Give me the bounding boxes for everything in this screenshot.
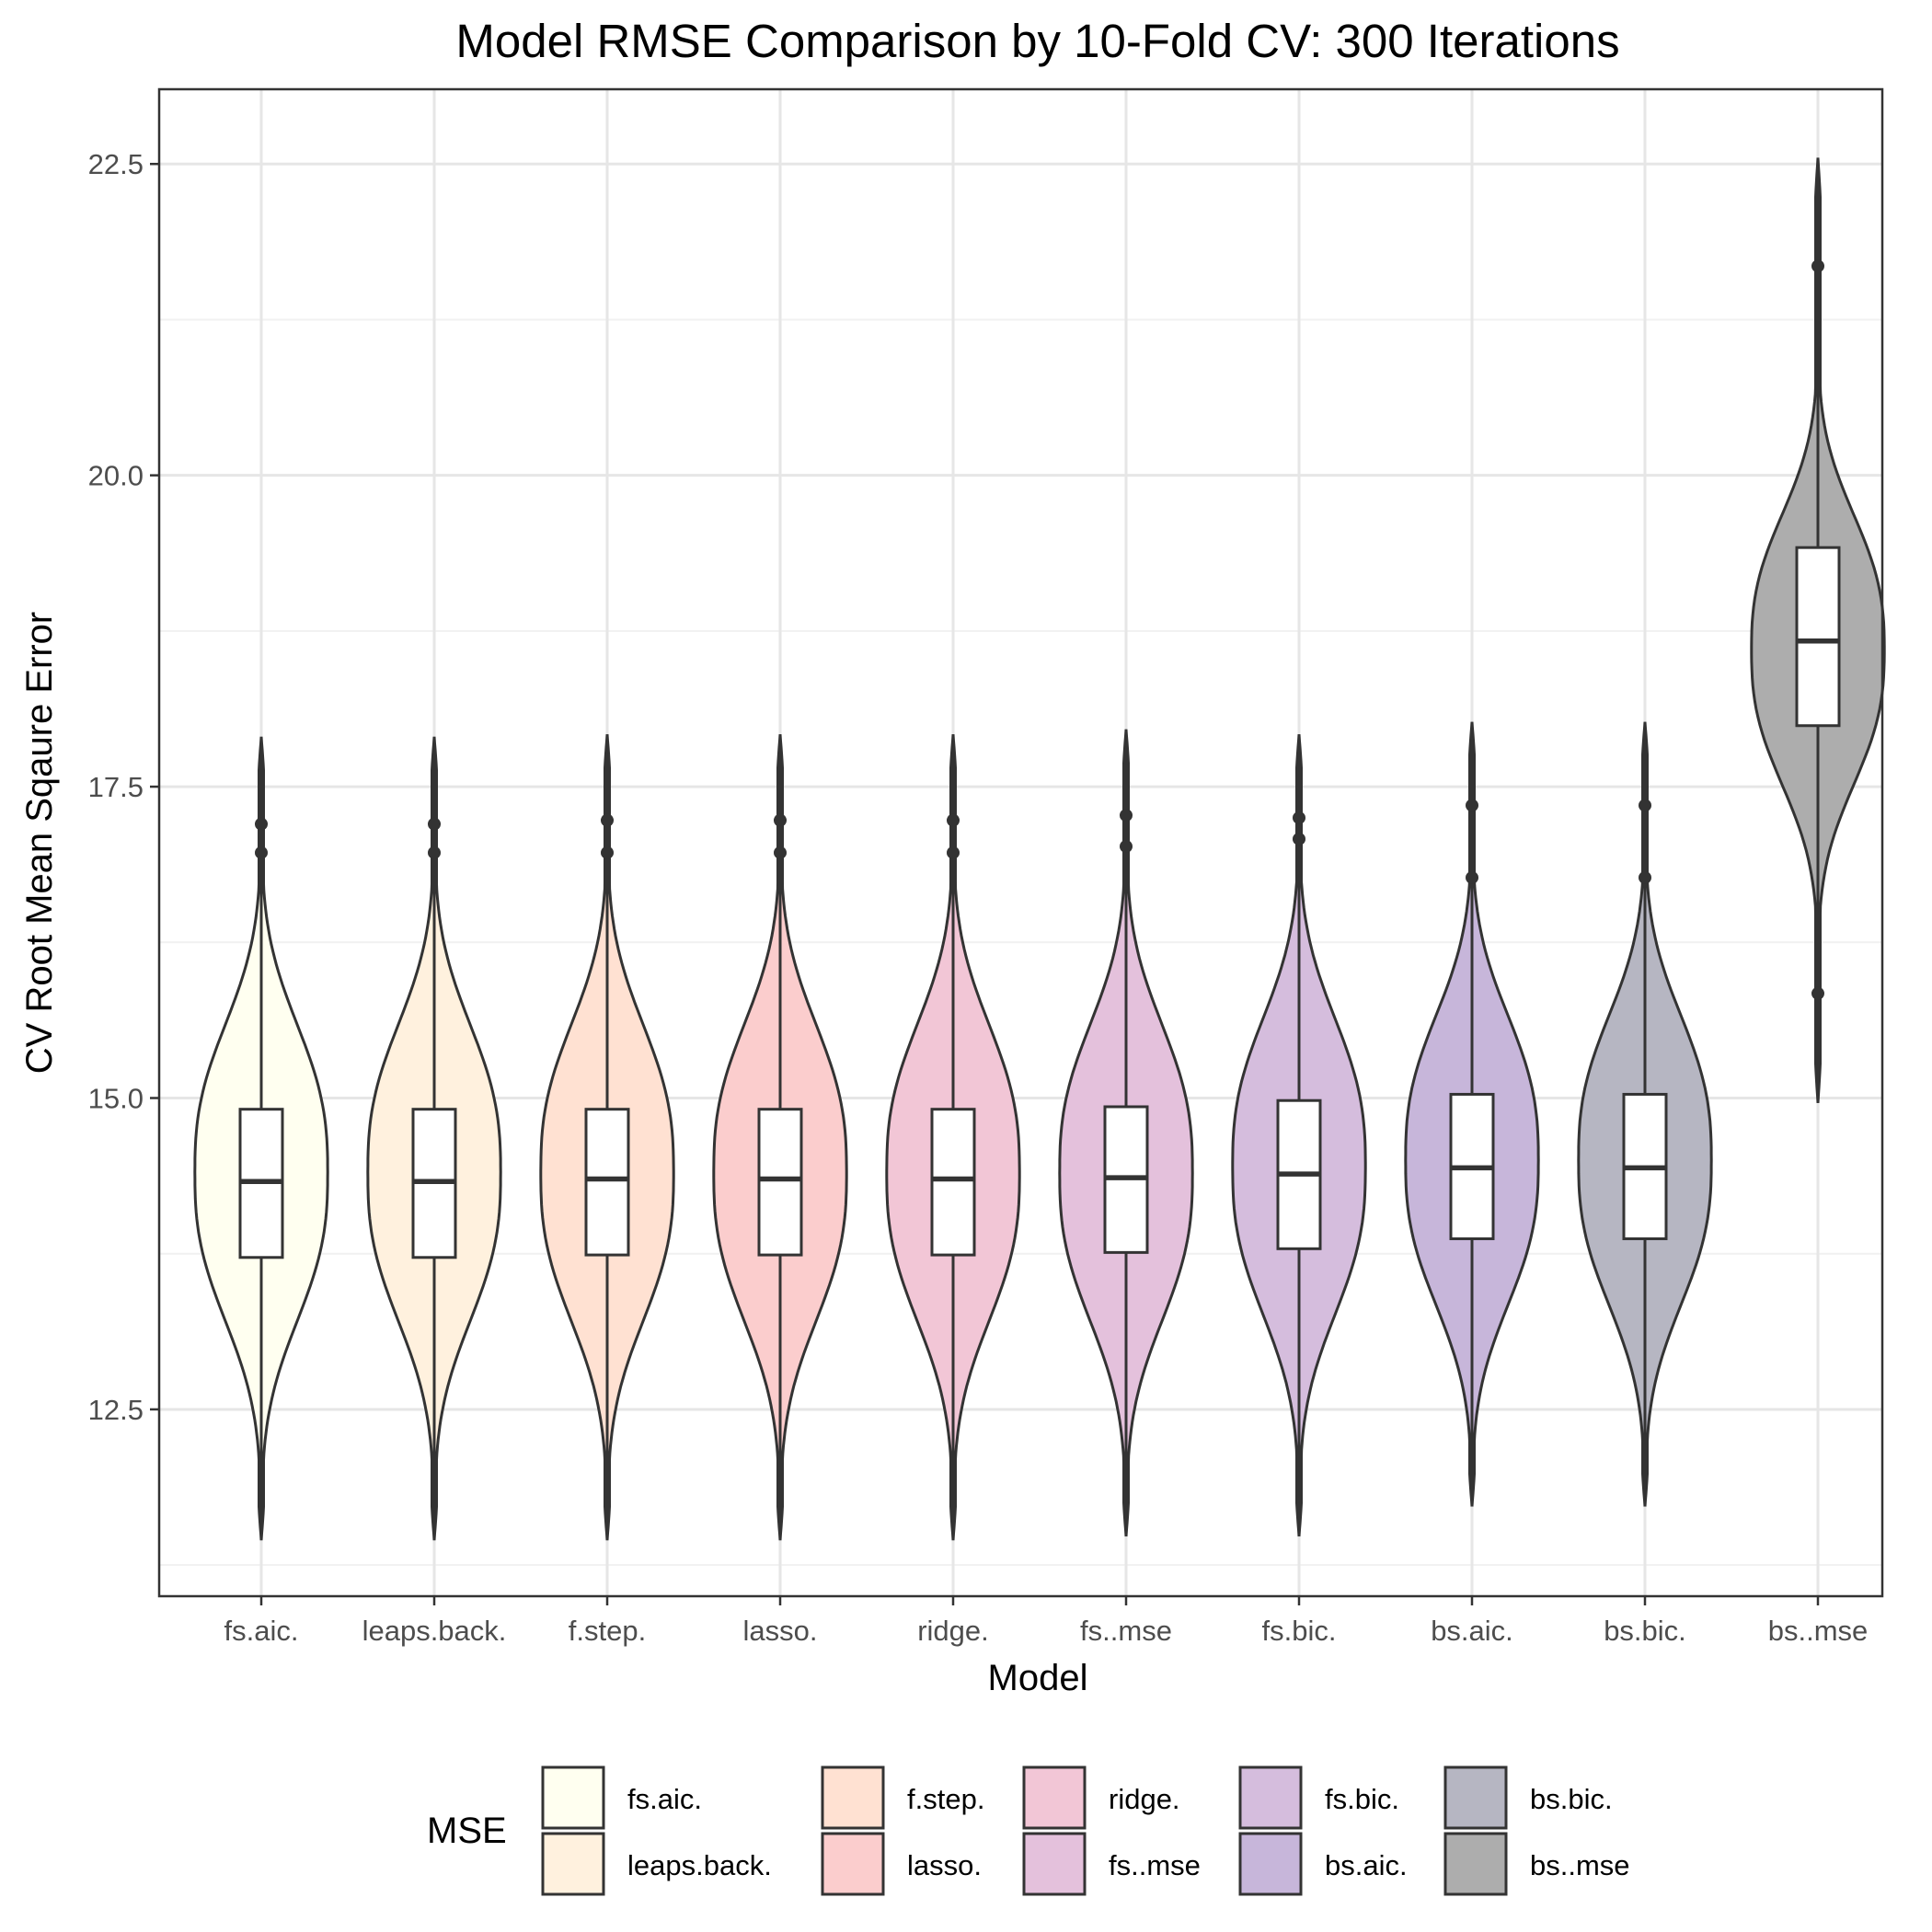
legend-item: ridge. <box>1022 1765 1180 1830</box>
violin-group <box>885 734 1021 1541</box>
outlier-point <box>774 813 787 827</box>
legend-swatch <box>1443 1832 1508 1896</box>
legend-label: ridge. <box>1109 1783 1180 1815</box>
outlier-point <box>1120 840 1133 854</box>
outlier-point <box>428 845 441 859</box>
outlier-point <box>601 845 614 859</box>
violin-group <box>1231 734 1367 1537</box>
outlier-point <box>1811 986 1824 1000</box>
y-tick-label: 22.5 <box>88 148 144 180</box>
legend-item: fs.aic. <box>541 1765 702 1830</box>
violins <box>193 157 1886 1541</box>
outlier-point <box>1120 809 1133 822</box>
x-axis: fs.aic. leaps.back. f.step. lasso. ridge. fs.… <box>224 1596 1869 1647</box>
legend-item: bs.aic. <box>1238 1832 1408 1896</box>
legend-swatch <box>821 1765 885 1830</box>
legend-swatch <box>1022 1765 1087 1830</box>
legend-item: fs..mse <box>1022 1832 1201 1896</box>
legend-swatch <box>1238 1765 1303 1830</box>
violin-group <box>193 736 329 1541</box>
outlier-point <box>1466 870 1478 884</box>
violin-group <box>1750 157 1886 1103</box>
x-tick-label: leaps.back. <box>362 1615 507 1647</box>
violin-group <box>1404 721 1540 1507</box>
outlier-point <box>774 845 787 859</box>
box-iqr <box>584 1108 630 1257</box>
legend-item: bs.bic. <box>1443 1765 1613 1830</box>
legend-swatch <box>1238 1832 1303 1896</box>
outlier-point <box>1293 811 1305 824</box>
legend-label: bs..mse <box>1530 1849 1630 1881</box>
outlier-point <box>1293 832 1305 845</box>
y-tick-label: 17.5 <box>88 771 144 803</box>
legend-swatch <box>1443 1765 1508 1830</box>
legend-label: lasso. <box>907 1849 982 1881</box>
x-tick-label: lasso. <box>743 1615 818 1647</box>
y-axis: 12.5 15.0 17.5 20.0 22.5 <box>88 148 159 1426</box>
x-tick-label: bs.aic. <box>1431 1615 1513 1647</box>
outlier-point <box>947 813 960 827</box>
legend-swatch <box>821 1832 885 1896</box>
outlier-point <box>428 817 441 831</box>
legend: fs.aic. leaps.back. f.step. lasso. ridge. fs.… <box>541 1765 1630 1896</box>
x-tick-label: f.step. <box>569 1615 646 1647</box>
box-iqr <box>930 1108 976 1257</box>
x-axis-title: Model <box>988 1658 1088 1698</box>
plot-panel-border <box>157 87 1884 1598</box>
legend-label: fs.bic. <box>1325 1783 1399 1815</box>
outlier-point <box>601 813 614 827</box>
legend-item: f.step. <box>821 1765 984 1830</box>
legend-title: MSE <box>427 1811 507 1851</box>
y-tick-label: 15.0 <box>88 1083 144 1115</box>
violin-group <box>539 734 675 1541</box>
x-tick-label: ridge. <box>917 1615 989 1647</box>
legend-label: fs.aic. <box>627 1783 702 1815</box>
legend-item: bs..mse <box>1443 1832 1630 1896</box>
y-tick-label: 20.0 <box>88 460 144 492</box>
legend-item: leaps.back. <box>541 1832 772 1896</box>
x-tick-label: bs.bic. <box>1604 1615 1686 1647</box>
legend-item: lasso. <box>821 1832 982 1896</box>
violin-group <box>712 734 848 1541</box>
legend-swatch <box>1022 1832 1087 1896</box>
outlier-point <box>1639 799 1651 812</box>
legend-label: fs..mse <box>1109 1849 1201 1881</box>
x-tick-label: fs..mse <box>1080 1615 1172 1647</box>
x-tick-label: bs..mse <box>1768 1615 1869 1647</box>
violin-group <box>1577 721 1713 1507</box>
legend-label: bs.bic. <box>1530 1783 1613 1815</box>
legend-label: leaps.back. <box>627 1849 772 1881</box>
y-tick-label: 12.5 <box>88 1394 144 1426</box>
outlier-point <box>255 817 268 831</box>
violin-group <box>1058 729 1194 1537</box>
outlier-point <box>1466 799 1478 812</box>
x-tick-label: fs.bic. <box>1262 1615 1337 1647</box>
legend-swatch <box>541 1765 605 1830</box>
y-axis-title: CV Root Mean Sqaure Error <box>19 612 60 1074</box>
box-iqr <box>1795 546 1841 728</box>
x-tick-label: fs.aic. <box>224 1615 299 1647</box>
legend-swatch <box>541 1832 605 1896</box>
legend-label: f.step. <box>907 1783 984 1815</box>
violin-group <box>366 736 502 1541</box>
outlier-point <box>1639 870 1651 884</box>
legend-label: bs.aic. <box>1325 1849 1408 1881</box>
box-iqr <box>757 1108 803 1257</box>
legend-item: fs.bic. <box>1238 1765 1399 1830</box>
outlier-point <box>947 845 960 859</box>
chart-title: Model RMSE Comparison by 10-Fold CV: 300… <box>455 15 1619 67</box>
outlier-point <box>1811 259 1824 273</box>
outlier-point <box>255 845 268 859</box>
